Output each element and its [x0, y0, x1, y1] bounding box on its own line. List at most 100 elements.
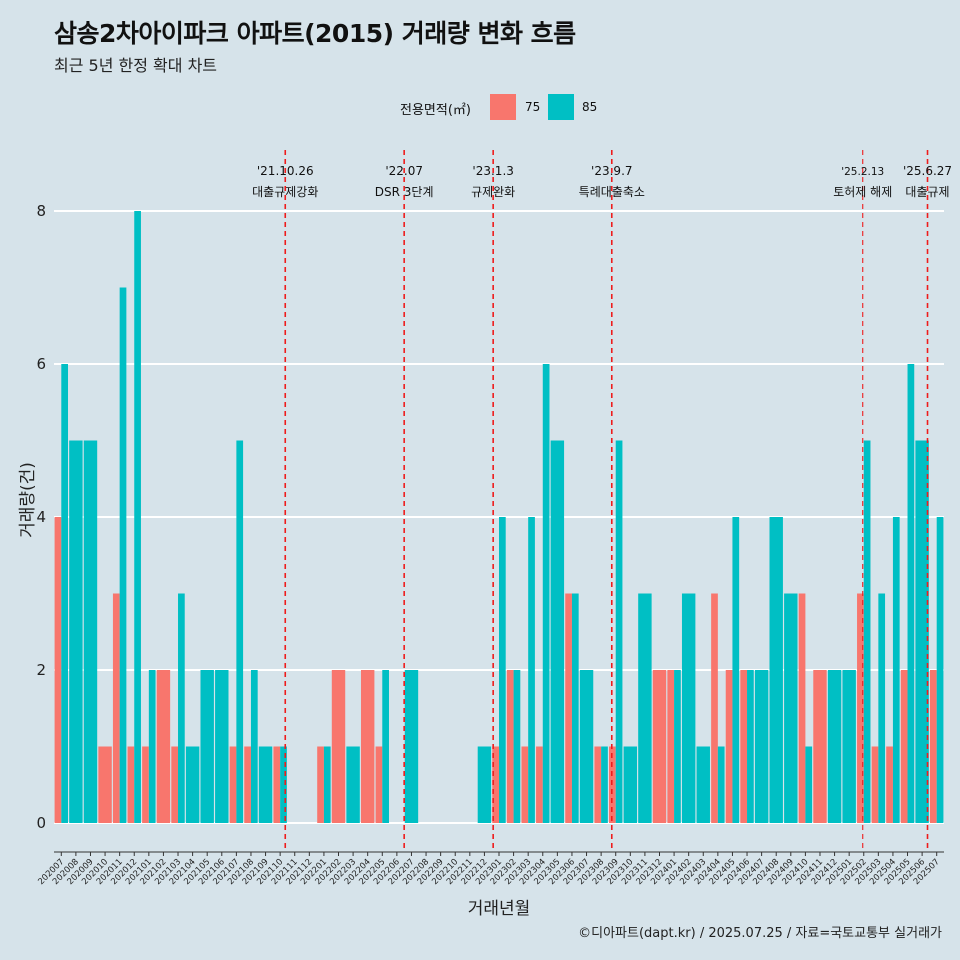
event-date: '25.2.13: [841, 166, 884, 178]
bar-75: [492, 746, 499, 823]
bar-85: [747, 670, 754, 823]
chart-subtitle: 최근 5년 한정 확대 차트: [54, 56, 218, 75]
bar-85: [250, 670, 258, 823]
bar-75: [813, 670, 827, 823]
bar-75: [857, 593, 864, 823]
bar-75: [798, 593, 806, 823]
chart-title: 삼송2차아이파크 아파트(2015) 거래량 변화 흐름: [54, 19, 576, 48]
bar-75: [667, 670, 675, 823]
y-tick-label: 8: [36, 202, 46, 220]
bar-85: [404, 670, 419, 823]
bar-85: [571, 593, 579, 823]
source-caption: ©디아파트(dapt.kr) / 2025.07.25 / 자료=국토교통부 실…: [578, 926, 942, 941]
bar-85: [134, 211, 141, 823]
legend-label-75: 75: [525, 100, 541, 114]
bar-75: [725, 670, 733, 823]
bar-75: [54, 517, 62, 823]
bar-85: [550, 440, 565, 823]
bar-85: [681, 593, 696, 823]
bar-85: [892, 517, 900, 823]
y-tick-label: 2: [36, 661, 46, 679]
event-date: '23.1.3: [472, 164, 513, 178]
bar-85: [638, 593, 652, 823]
bar-85: [528, 517, 535, 823]
event-date: '25.6.27: [903, 164, 952, 178]
bar-85: [499, 517, 506, 823]
legend-key-75: [490, 94, 516, 120]
bar-75: [929, 670, 937, 823]
bar-85: [732, 517, 740, 823]
bar-85: [615, 440, 623, 823]
bar-85: [674, 670, 681, 823]
bar-75: [711, 593, 718, 823]
bar-85: [83, 440, 98, 823]
bar-75: [871, 746, 879, 823]
bar-85: [542, 364, 550, 823]
event-label: 대출규제: [905, 185, 949, 199]
bar-75: [98, 746, 112, 823]
event-date: '22.07: [385, 164, 423, 178]
bar-85: [842, 670, 856, 823]
x-axis-title: 거래년월: [468, 899, 531, 919]
bar-75: [317, 746, 324, 823]
bar-75: [740, 670, 748, 823]
bar-75: [127, 746, 135, 823]
bar-85: [754, 670, 769, 823]
event-label: 대출규제강화: [252, 185, 318, 199]
bar-85: [215, 670, 229, 823]
bar-75: [375, 746, 383, 823]
bar-85: [805, 746, 813, 823]
bar-75: [273, 746, 281, 823]
legend-label-85: 85: [582, 100, 598, 114]
bar-85: [258, 746, 273, 823]
bar-85: [119, 287, 127, 823]
bar-85: [623, 746, 638, 823]
bar-85: [784, 593, 798, 823]
bar-85: [323, 746, 331, 823]
bar-75: [331, 670, 346, 823]
bar-75: [594, 746, 602, 823]
legend: 전용면적(㎡) 75 85: [0, 92, 960, 122]
bar-75: [142, 746, 149, 823]
bar-85: [696, 746, 710, 823]
bar-85: [915, 440, 929, 823]
bar-85: [477, 746, 492, 823]
bar-85: [185, 746, 200, 823]
bar-85: [280, 746, 287, 823]
y-tick-label: 4: [36, 508, 46, 526]
bar-75: [360, 670, 375, 823]
event-date: '21.10.26: [257, 164, 314, 178]
bar-85: [148, 670, 156, 823]
bar-75: [565, 593, 572, 823]
bar-75: [506, 670, 514, 823]
bar-85: [579, 670, 594, 823]
bar-85: [346, 746, 360, 823]
bar-75: [521, 746, 529, 823]
bar-85: [69, 440, 83, 823]
bar-75: [171, 746, 179, 823]
event-label: DSR 3단계: [375, 185, 434, 199]
event-date: '23.9.7: [591, 164, 632, 178]
bar-85: [769, 517, 783, 823]
bar-85: [863, 440, 871, 823]
bar-75: [886, 746, 893, 823]
legend-key-85: [548, 94, 574, 120]
bar-85: [717, 746, 725, 823]
bar-85: [200, 670, 214, 823]
bar-75: [536, 746, 543, 823]
event-label: 토허제 해제: [833, 185, 892, 199]
bar-85: [936, 517, 944, 823]
bar-85: [178, 593, 185, 823]
bar-75: [229, 746, 237, 823]
bar-85: [61, 364, 69, 823]
bar-75: [652, 670, 667, 823]
event-label: 특례대출축소: [579, 185, 645, 199]
y-tick-label: 0: [36, 814, 46, 832]
bar-75: [112, 593, 120, 823]
bar-85: [236, 440, 244, 823]
bar-85: [513, 670, 521, 823]
legend-title: 전용면적(㎡): [400, 103, 471, 118]
bar-85: [382, 670, 389, 823]
bar-75: [156, 670, 171, 823]
